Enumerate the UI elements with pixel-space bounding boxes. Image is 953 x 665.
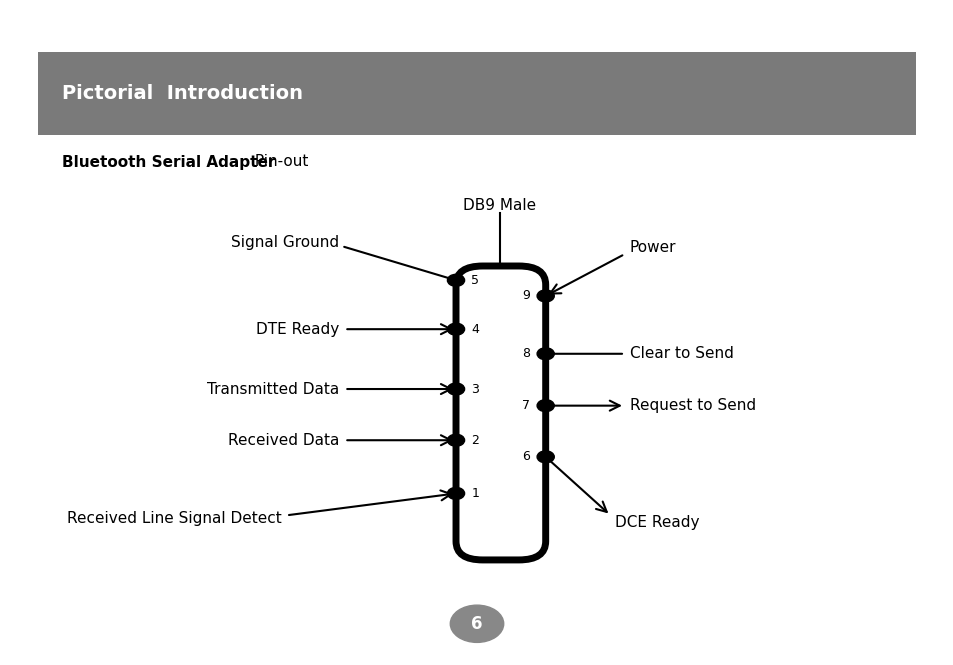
Text: 4: 4	[471, 323, 478, 336]
Circle shape	[447, 383, 464, 395]
Text: Signal Ground: Signal Ground	[231, 235, 338, 250]
Text: Request to Send: Request to Send	[629, 398, 755, 413]
Text: DB9 Male: DB9 Male	[463, 198, 536, 213]
Text: DCE Ready: DCE Ready	[615, 515, 700, 529]
Text: 7: 7	[522, 399, 530, 412]
Bar	[38, 52, 915, 135]
Text: 2: 2	[471, 434, 478, 447]
Text: 6: 6	[522, 450, 530, 464]
Text: Received Data: Received Data	[228, 433, 339, 448]
Text: 5: 5	[471, 274, 478, 287]
Text: 8: 8	[522, 347, 530, 360]
Circle shape	[450, 605, 503, 642]
Circle shape	[537, 290, 554, 302]
Circle shape	[447, 434, 464, 446]
Text: Bluetooth Serial Adapter: Bluetooth Serial Adapter	[62, 154, 275, 170]
Circle shape	[537, 451, 554, 463]
Text: Transmitted Data: Transmitted Data	[207, 382, 339, 396]
FancyBboxPatch shape	[456, 266, 545, 560]
Text: Clear to Send: Clear to Send	[629, 346, 733, 361]
Text: 9: 9	[522, 289, 530, 303]
Text: Pin-out: Pin-out	[250, 154, 308, 170]
Circle shape	[447, 487, 464, 499]
Circle shape	[537, 348, 554, 360]
Text: Power: Power	[629, 240, 676, 255]
Text: Pictorial  Introduction: Pictorial Introduction	[62, 84, 303, 103]
Text: 1: 1	[471, 487, 478, 500]
Circle shape	[447, 323, 464, 335]
Text: 6: 6	[471, 614, 482, 633]
Text: 3: 3	[471, 382, 478, 396]
Circle shape	[537, 400, 554, 412]
Text: DTE Ready: DTE Ready	[256, 322, 339, 336]
Circle shape	[447, 274, 464, 286]
Text: Received Line Signal Detect: Received Line Signal Detect	[67, 511, 281, 526]
